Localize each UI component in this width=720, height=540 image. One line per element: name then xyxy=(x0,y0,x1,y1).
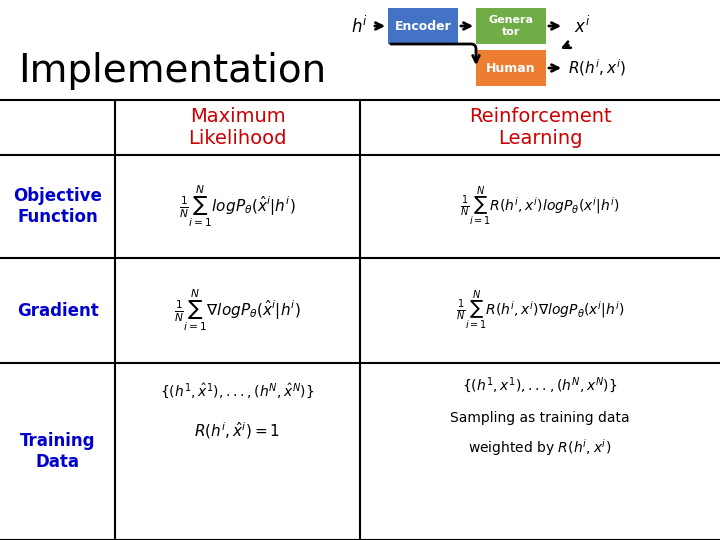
Text: Genera
tor: Genera tor xyxy=(488,15,534,37)
Bar xyxy=(388,8,458,44)
Text: Encoder: Encoder xyxy=(395,19,451,32)
Text: weighted by $R(h^i,x^i)$: weighted by $R(h^i,x^i)$ xyxy=(469,437,611,458)
Text: Gradient: Gradient xyxy=(17,301,99,320)
Text: $R(h^i,\hat{x}^i)=1$: $R(h^i,\hat{x}^i)=1$ xyxy=(194,421,281,442)
Text: Reinforcement
Learning: Reinforcement Learning xyxy=(469,107,611,148)
Text: Objective
Function: Objective Function xyxy=(13,187,102,226)
Bar xyxy=(476,8,546,44)
Text: $\{(h^1,\hat{x}^1),...,(h^N,\hat{x}^N)\}$: $\{(h^1,\hat{x}^1),...,(h^N,\hat{x}^N)\}… xyxy=(161,381,315,401)
Text: $x^i$: $x^i$ xyxy=(574,16,590,37)
Text: $\{(h^1,x^1),...,(h^N,x^N)\}$: $\{(h^1,x^1),...,(h^N,x^N)\}$ xyxy=(462,375,618,395)
Text: Sampling as training data: Sampling as training data xyxy=(450,411,630,425)
Text: $h^i$: $h^i$ xyxy=(351,16,369,37)
Bar xyxy=(476,50,546,86)
Text: Training
Data: Training Data xyxy=(19,432,95,471)
Text: $R(h^i,x^i)$: $R(h^i,x^i)$ xyxy=(568,58,626,78)
Text: Implementation: Implementation xyxy=(18,52,326,90)
Text: Maximum
Likelihood: Maximum Likelihood xyxy=(188,107,287,148)
Text: $\frac{1}{N}\sum_{i=1}^{N}\nabla logP_{\theta}(\hat{x}^i|h^i)$: $\frac{1}{N}\sum_{i=1}^{N}\nabla logP_{\… xyxy=(174,288,301,333)
Text: $\frac{1}{N}\sum_{i=1}^{N}R(h^i,x^i)\nabla logP_{\theta}(x^i|h^i)$: $\frac{1}{N}\sum_{i=1}^{N}R(h^i,x^i)\nab… xyxy=(456,288,624,333)
Text: $\frac{1}{N}\sum_{i=1}^{N}logP_{\theta}(\hat{x}^i|h^i)$: $\frac{1}{N}\sum_{i=1}^{N}logP_{\theta}(… xyxy=(179,184,296,230)
Text: Human: Human xyxy=(486,62,536,75)
Text: $\frac{1}{N}\sum_{i=1}^{N}R(h^i,x^i)logP_{\theta}(x^i|h^i)$: $\frac{1}{N}\sum_{i=1}^{N}R(h^i,x^i)logP… xyxy=(460,185,620,228)
